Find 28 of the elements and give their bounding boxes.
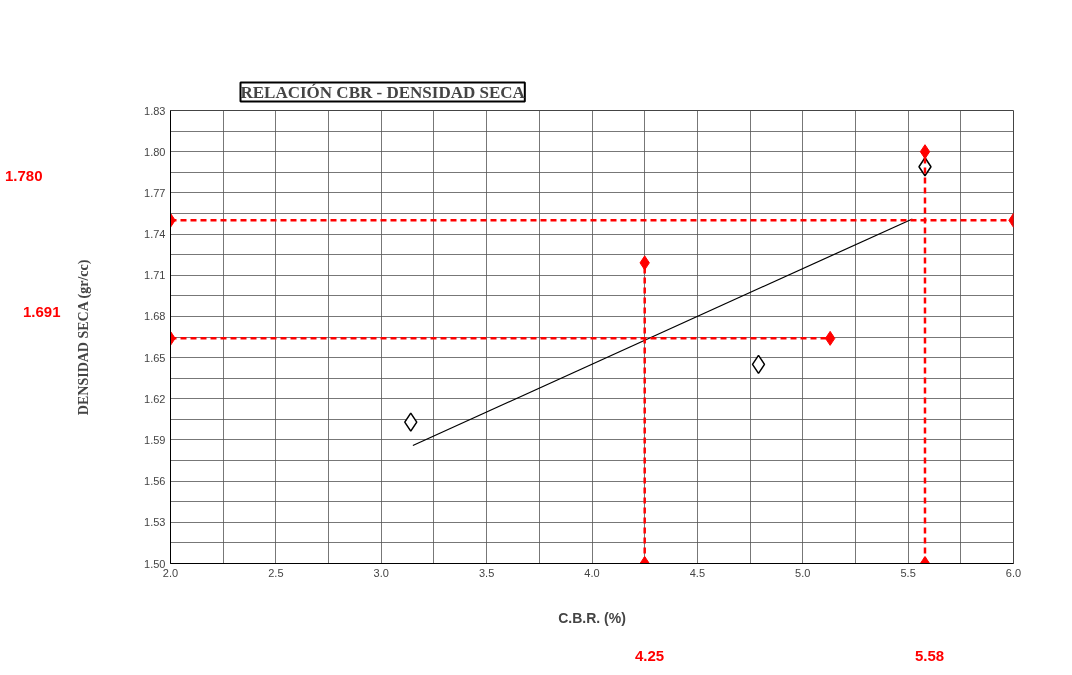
x-tick-label: 5.0: [795, 566, 811, 579]
y-tick-label: 1.71: [144, 269, 166, 282]
x-tick-label: 4.5: [689, 566, 706, 579]
x-tick-label: 3.5: [478, 566, 495, 579]
y-tick-label: 1.83: [144, 104, 166, 117]
x-axis-title: C.B.R. (%): [558, 609, 626, 626]
x-tick-label: 2.5: [268, 566, 284, 579]
y-tick-label: 1.74: [144, 228, 166, 241]
point: [751, 354, 766, 375]
y-tick-label: 1.80: [144, 145, 166, 158]
x-tick-label: 4.0: [584, 566, 600, 579]
text: 4.25: [635, 646, 665, 666]
text: 1.780: [5, 166, 43, 186]
x-tick-label: 3.0: [373, 566, 389, 579]
point: [404, 412, 418, 432]
y-tick-label: 1.68: [144, 310, 166, 323]
y-tick-label: 1.56: [144, 475, 166, 488]
x-tick-label: 6.0: [1005, 566, 1022, 579]
y-axis-title: DENSIDAD SECA (gr/cc): [76, 259, 93, 416]
point: [919, 144, 931, 160]
y-tick-label: 1.59: [144, 433, 166, 446]
x-tick-label: 5.5: [900, 566, 916, 579]
text: 1.691: [23, 302, 61, 322]
y-tick-label: 1.62: [144, 392, 166, 405]
y-tick-label: 1.53: [144, 516, 166, 529]
y-tick-label: 1.77: [144, 186, 166, 199]
y-tick-label: 1.65: [144, 351, 166, 364]
text: 5.58: [915, 646, 945, 666]
